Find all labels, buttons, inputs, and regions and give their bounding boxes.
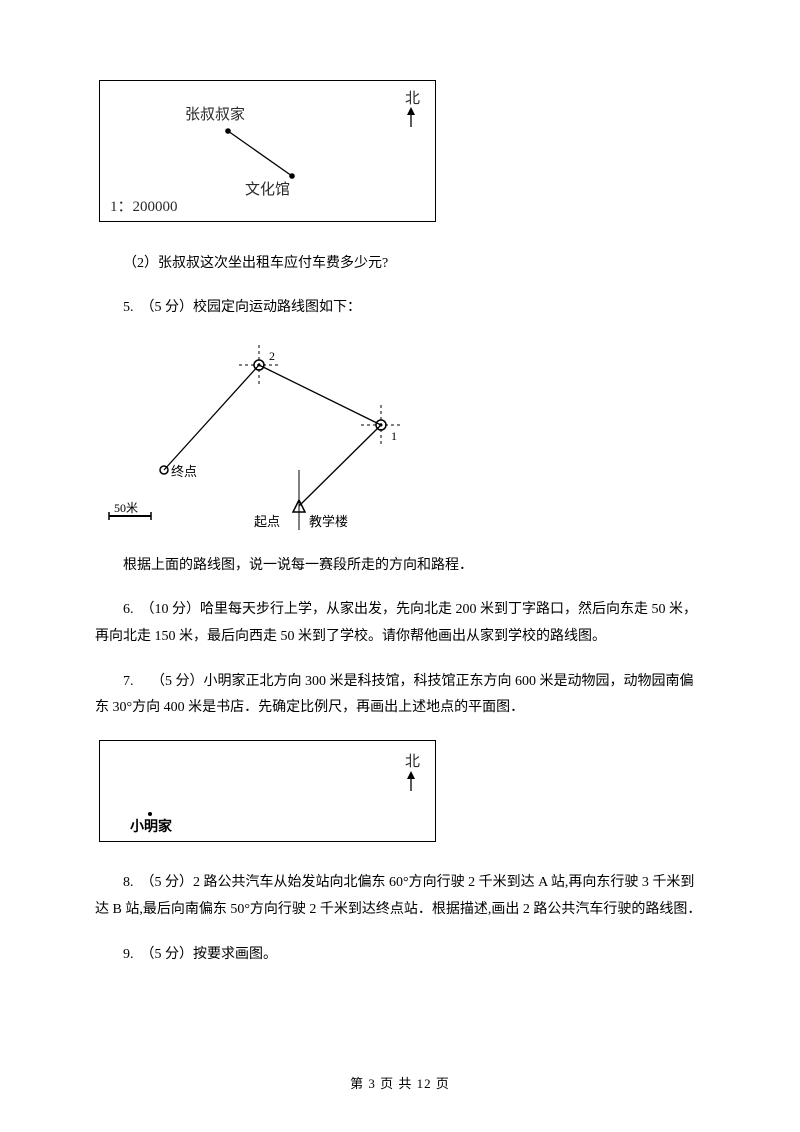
q8-text: 8. （5 分）2 路公共汽车从始发站向北偏东 60°方向行驶 2 千米到达 A… <box>95 870 705 923</box>
scale-label-1: 1：200000 <box>110 199 178 215</box>
q4-part2-text: （2）张叔叔这次坐出租车应付车费多少元? <box>95 251 705 278</box>
north-label-1: 北 <box>405 90 420 107</box>
q7-text: 7. （5 分）小明家正北方向 300 米是科技馆，科技馆正东方向 600 米是… <box>95 669 705 722</box>
xiaoming-label: 小明家 <box>130 818 173 835</box>
page-footer: 第 3 页 共 12 页 <box>0 1072 800 1097</box>
q9-text: 9. （5 分）按要求画图。 <box>95 942 705 969</box>
jiaoxuelou-label: 教学楼 <box>309 514 348 529</box>
point1-label: 1 <box>391 429 397 443</box>
figure-route-diagram: 50米 起点 教学楼 1 <box>99 340 705 535</box>
q6-text: 6. （10 分）哈里每天步行上学，从家出发，先向北走 200 米到丁字路口，然… <box>95 597 705 650</box>
zhang-label: 张叔叔家 <box>185 106 245 123</box>
north-label-2: 北 <box>405 753 420 770</box>
wenhuaguan-label: 文化馆 <box>245 181 290 198</box>
figure-xiaoming-map: 北 小明家 <box>99 740 436 842</box>
q5-prefix-text: 5. （5 分）校园定向运动路线图如下： <box>95 295 705 322</box>
qidian-label: 起点 <box>254 514 280 529</box>
point2-label: 2 <box>269 349 275 363</box>
figure-zhang-map: 北 张叔叔家 文化馆 1：200000 <box>99 80 436 222</box>
zhongdian-label: 终点 <box>171 464 197 479</box>
q5-followup-text: 根据上面的路线图，说一说每一赛段所走的方向和路程． <box>95 553 705 580</box>
scale-50m: 50米 <box>114 501 138 515</box>
